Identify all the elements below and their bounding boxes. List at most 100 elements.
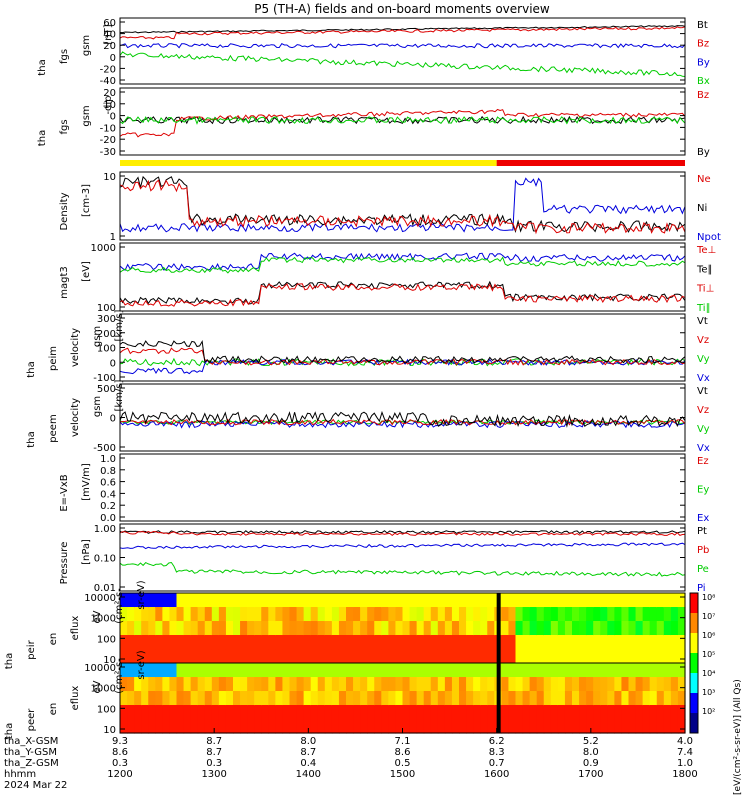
spectro-cell	[402, 635, 411, 650]
spectro-cell	[423, 621, 432, 636]
ephemeris-z-value: 0.3	[206, 758, 222, 769]
spectro-cell	[564, 663, 573, 678]
series-line-Ni	[119, 175, 686, 234]
spectro-cell	[254, 635, 262, 650]
spectro-cell	[197, 607, 206, 622]
series-line-Vx	[119, 339, 686, 364]
y-label-line: tha	[37, 130, 48, 146]
spectro-cell	[190, 705, 199, 720]
spectro-cell	[473, 705, 481, 720]
spectro-cell	[233, 593, 241, 608]
spectro-cell	[240, 677, 248, 692]
spectro-cell	[430, 607, 439, 622]
spectro-cell	[501, 593, 510, 608]
spectro-cell	[437, 691, 446, 706]
spectro-cell	[579, 705, 587, 720]
spectro-cell	[593, 663, 601, 678]
spectro-cell	[466, 663, 474, 678]
y-label-line: gsm	[81, 35, 92, 56]
spectro-cell	[388, 705, 397, 720]
spectro-cell	[437, 607, 446, 622]
spectro-cell	[628, 705, 637, 720]
y-label-line: magt3	[59, 266, 70, 299]
legend-Vx: Vx	[697, 443, 710, 454]
spectro-cell	[543, 593, 552, 608]
spectro-cell	[176, 635, 185, 650]
spectro-cell	[437, 649, 446, 664]
y-tick-label: 20	[103, 88, 116, 99]
spectro-cell	[529, 621, 538, 636]
spectro-cell	[628, 621, 637, 636]
y-label-line: fgs	[59, 119, 70, 134]
spectro-cell	[515, 635, 524, 650]
y-tick-label: 1	[110, 232, 116, 243]
ephemeris-z-value: 1.0	[677, 758, 693, 769]
spectro-cell	[543, 719, 552, 734]
spectro-cell	[473, 621, 481, 636]
spectro-cell	[529, 663, 538, 678]
spectro-cell	[593, 677, 601, 692]
spectro-cell	[204, 691, 213, 706]
spectro-cell	[670, 663, 679, 678]
colorbar-cell	[690, 707, 698, 710]
spectro-cell	[480, 705, 488, 720]
spectro-cell	[579, 719, 587, 734]
spectro-cell	[381, 705, 389, 720]
spectro-cell	[529, 607, 538, 622]
spectro-cell	[614, 635, 623, 650]
spectro-cell	[501, 607, 510, 622]
spectro-cell	[423, 677, 432, 692]
spectro-cell	[183, 649, 192, 664]
spectro-cell	[303, 691, 312, 706]
y-label-line: tha	[4, 723, 15, 739]
y-tick-label: -20	[100, 64, 116, 75]
y-tick-label: 10	[103, 725, 116, 736]
spectro-cell	[515, 691, 524, 706]
spectro-cell	[536, 663, 545, 678]
spectro-cell	[141, 649, 149, 664]
spectro-cell	[621, 719, 630, 734]
spectro-cell	[543, 607, 552, 622]
y-label-line: peem	[48, 414, 59, 442]
spectro-cell	[127, 649, 135, 664]
spectro-cell	[268, 621, 276, 636]
y-tick-label: 0	[110, 112, 116, 123]
y-tick-label: 200	[97, 329, 116, 340]
y-label-line: tha	[4, 653, 15, 669]
spectro-cell	[346, 621, 354, 636]
spectro-cell	[155, 705, 163, 720]
colorbar-cell	[690, 727, 698, 730]
y-tick-label: 10	[103, 172, 116, 183]
spectro-cell	[324, 719, 333, 734]
spectro-cell	[416, 621, 425, 636]
spectro-cell	[536, 607, 545, 622]
colorbar-cell	[690, 677, 698, 680]
y-label-line: -dip	[103, 95, 114, 114]
spectro-cell	[204, 607, 213, 622]
spectro-cell	[141, 705, 149, 720]
spectro-cell	[607, 663, 615, 678]
y-label-line: (cm²-s-	[114, 658, 125, 694]
spectro-cell	[614, 677, 623, 692]
y-tick-label: 100	[97, 634, 116, 645]
spectro-cell	[508, 607, 517, 622]
spectro-cell	[670, 677, 679, 692]
spectro-cell	[218, 691, 227, 706]
spectro-cell	[296, 705, 305, 720]
spectro-cell	[550, 649, 559, 664]
spectro-cell	[247, 663, 255, 678]
y-label-line: velocity	[70, 328, 81, 367]
spectro-cell	[353, 691, 361, 706]
spectro-cell	[211, 719, 220, 734]
spectro-cell	[395, 621, 404, 636]
spectro-cell	[275, 719, 284, 734]
spectro-cell	[564, 593, 573, 608]
spectro-cell	[127, 593, 135, 608]
spectro-cell	[261, 705, 269, 720]
spectro-cell	[218, 635, 227, 650]
spectro-cell	[670, 621, 679, 636]
spectro-cell	[451, 705, 460, 720]
spectro-cell	[120, 719, 128, 734]
spectro-cell	[225, 691, 234, 706]
